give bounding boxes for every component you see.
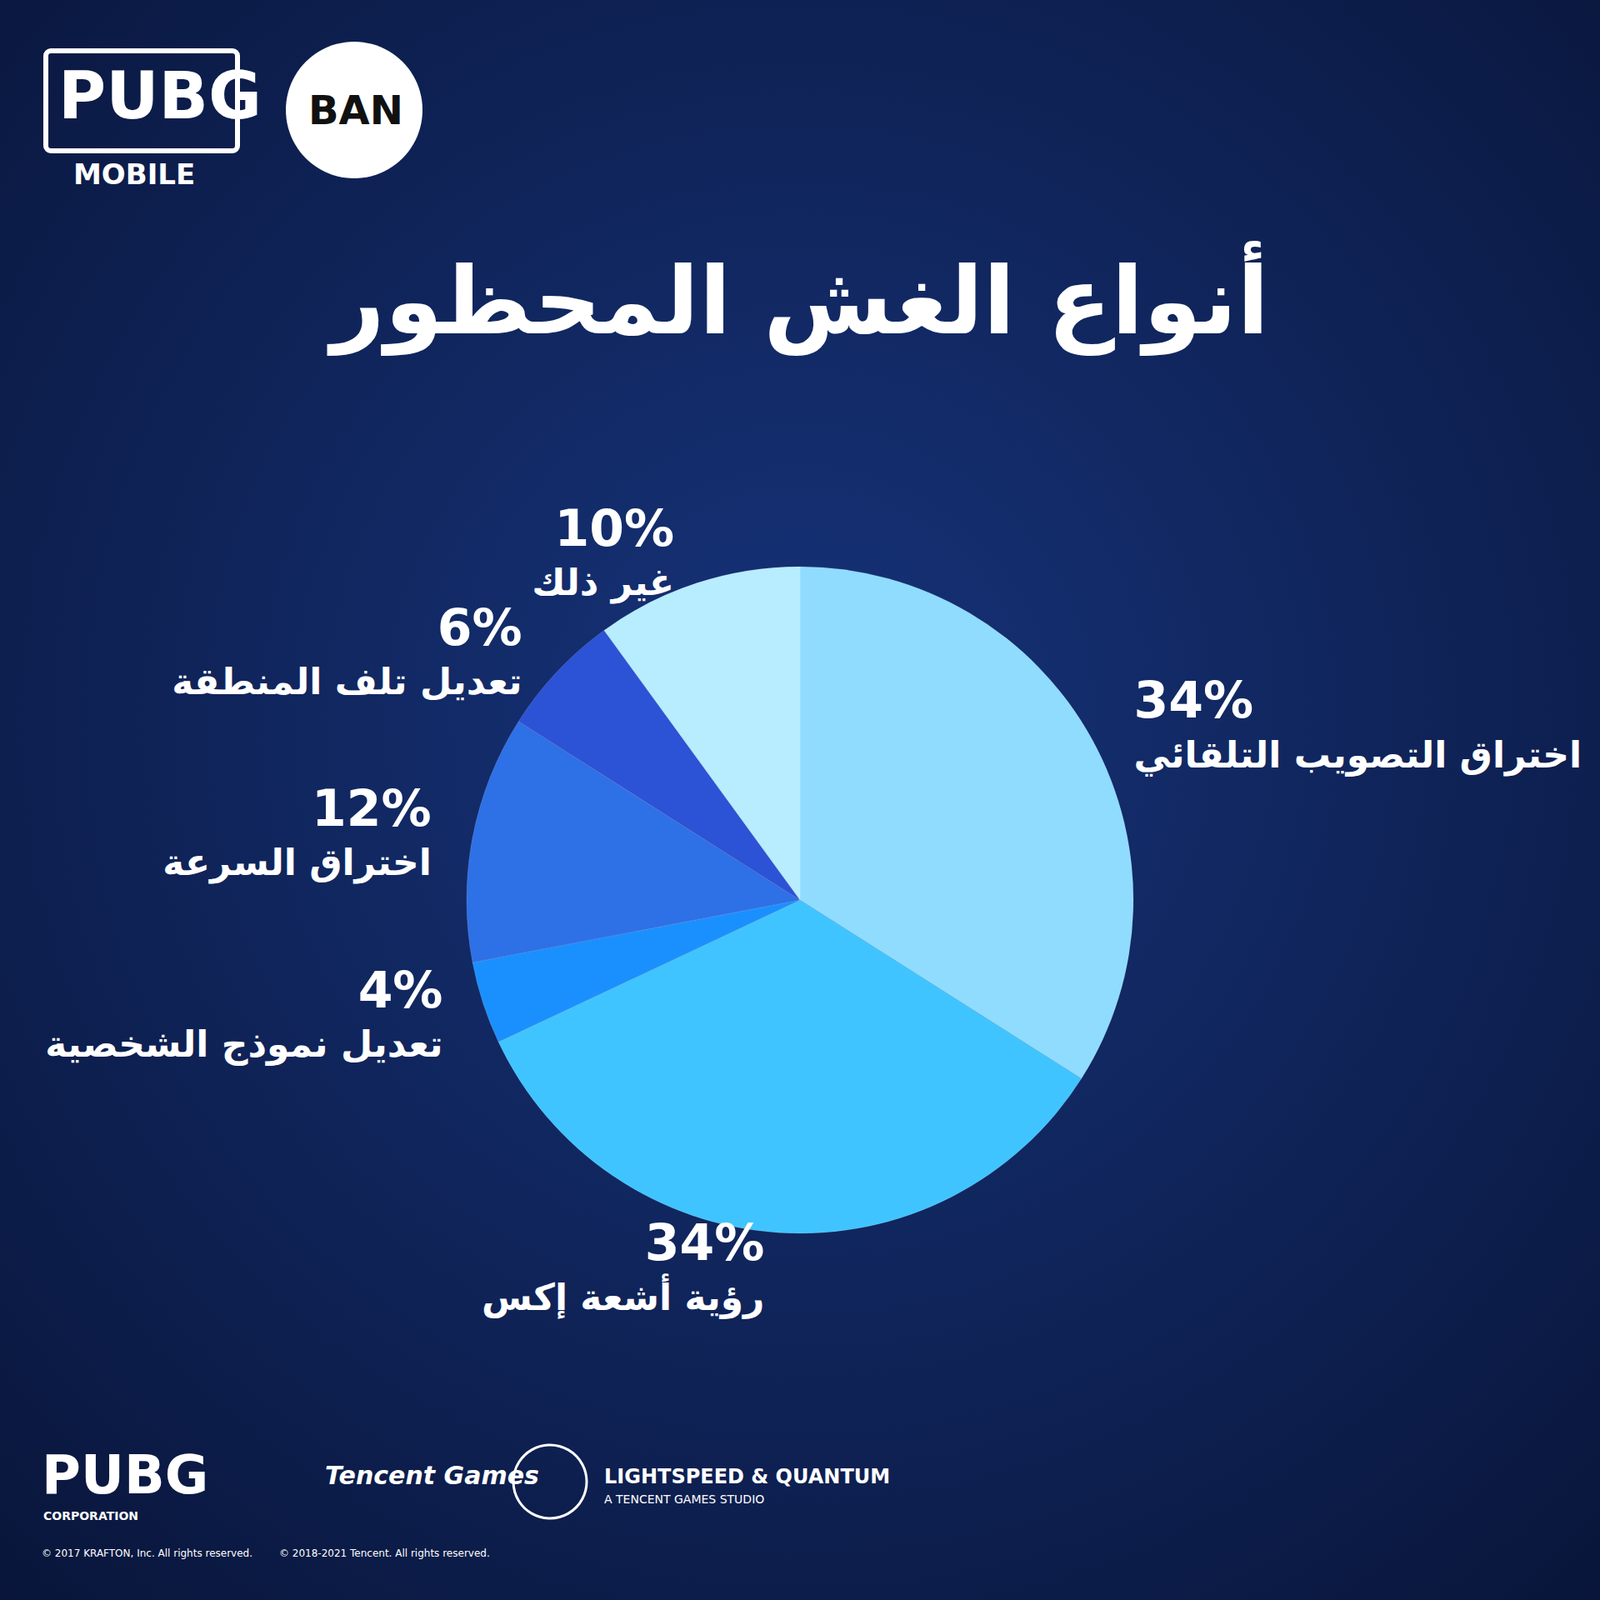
svg-text:PUBG: PUBG (58, 58, 262, 134)
svg-text:© 2018-2021 Tencent. All right: © 2018-2021 Tencent. All rights reserved… (279, 1547, 490, 1560)
svg-text:© 2017 KRAFTON, Inc. All right: © 2017 KRAFTON, Inc. All rights reserved… (41, 1547, 253, 1560)
svg-text:اختراق التصويب التلقائي: اختراق التصويب التلقائي (1134, 733, 1583, 777)
svg-text:Tencent Games: Tencent Games (325, 1460, 540, 1490)
svg-text:تعديل نموذج الشخصية: تعديل نموذج الشخصية (45, 1022, 443, 1066)
svg-text:CORPORATION: CORPORATION (43, 1509, 139, 1523)
svg-text:PUBG: PUBG (41, 1444, 209, 1506)
svg-text:أنواع الغش المحظور: أنواع الغش المحظور (326, 240, 1270, 356)
svg-text:LIGHTSPEED & QUANTUM: LIGHTSPEED & QUANTUM (604, 1465, 890, 1489)
svg-text:MOBILE: MOBILE (73, 157, 195, 191)
svg-text:BAN: BAN (308, 86, 404, 134)
svg-text:رؤية أشعة إكس: رؤية أشعة إكس (481, 1273, 765, 1320)
svg-text:تعديل تلف المنطقة: تعديل تلف المنطقة (171, 660, 522, 703)
svg-text:34%: 34% (645, 1213, 765, 1272)
svg-text:10%: 10% (554, 499, 675, 558)
svg-text:6%: 6% (437, 598, 523, 657)
svg-text:A TENCENT GAMES STUDIO: A TENCENT GAMES STUDIO (604, 1492, 765, 1506)
svg-text:12%: 12% (311, 779, 432, 838)
svg-text:اختراق السرعة: اختراق السرعة (162, 840, 431, 885)
svg-text:4%: 4% (358, 960, 444, 1020)
svg-text:غير ذلك: غير ذلك (531, 560, 675, 605)
svg-text:34%: 34% (1134, 670, 1255, 730)
